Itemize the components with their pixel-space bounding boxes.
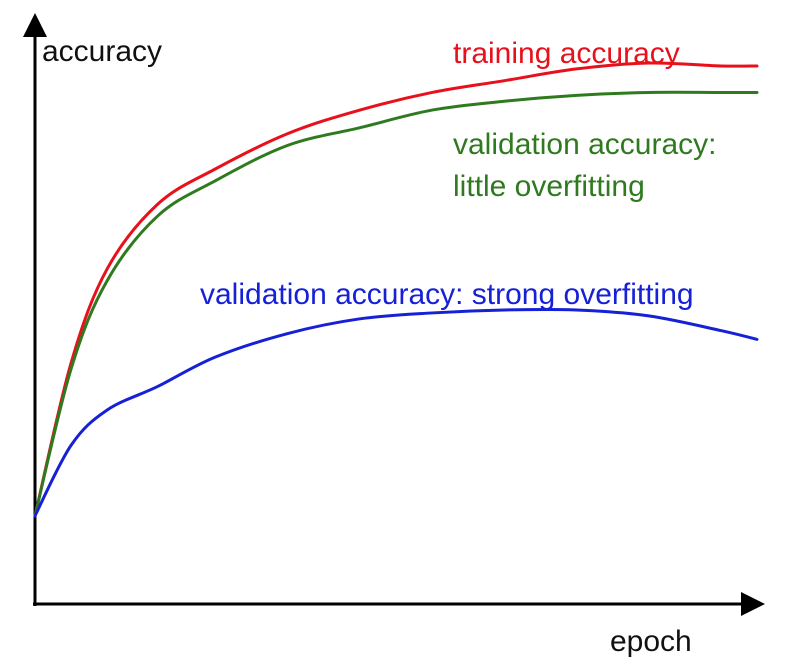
series-line-2 bbox=[33, 90, 759, 518]
series-line-1 bbox=[33, 61, 759, 518]
y-axis-label: accuracy bbox=[42, 35, 162, 68]
series-label-2-line-2: little overfitting bbox=[453, 170, 645, 203]
x-axis-label: epoch bbox=[610, 625, 692, 658]
series-layer bbox=[33, 61, 759, 518]
series-line-3 bbox=[33, 307, 759, 518]
series-label-1-line-1: training accuracy bbox=[453, 37, 680, 70]
series-label-2-line-1: validation accuracy: bbox=[453, 128, 716, 161]
series-label-3-line-1: validation accuracy: strong overfitting bbox=[200, 278, 694, 311]
series-label-layer: training accuracy validation accuracy: lit… bbox=[200, 37, 716, 311]
